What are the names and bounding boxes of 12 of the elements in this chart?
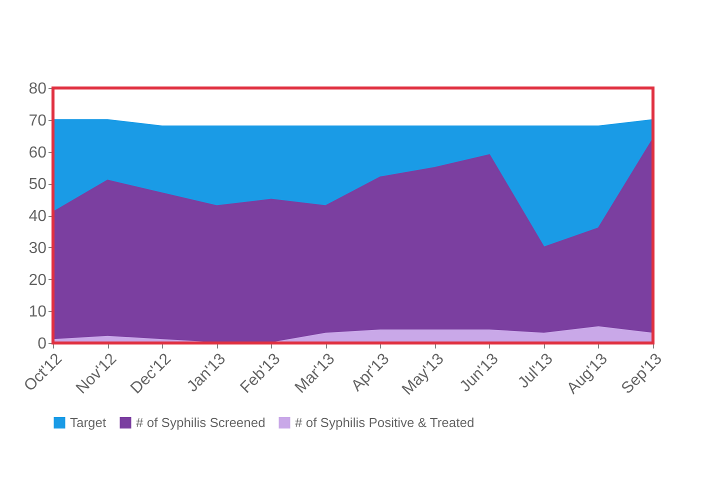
y-tick-label: 70 <box>28 112 47 130</box>
legend-label: Target <box>70 414 107 430</box>
y-tick-label: 50 <box>28 176 47 194</box>
y-tick-label: 0 <box>38 336 47 352</box>
y-tick-label: 60 <box>28 144 47 162</box>
y-tick-label: 30 <box>28 240 47 257</box>
y-tick-label: 20 <box>28 272 47 289</box>
legend-label: # of Syphilis Screened <box>136 414 266 430</box>
y-tick-label: 40 <box>28 208 47 225</box>
legend-label: # of Syphilis Positive & Treated <box>295 414 474 430</box>
y-tick-label: 80 <box>28 80 47 98</box>
y-tick-label: 10 <box>28 304 47 321</box>
